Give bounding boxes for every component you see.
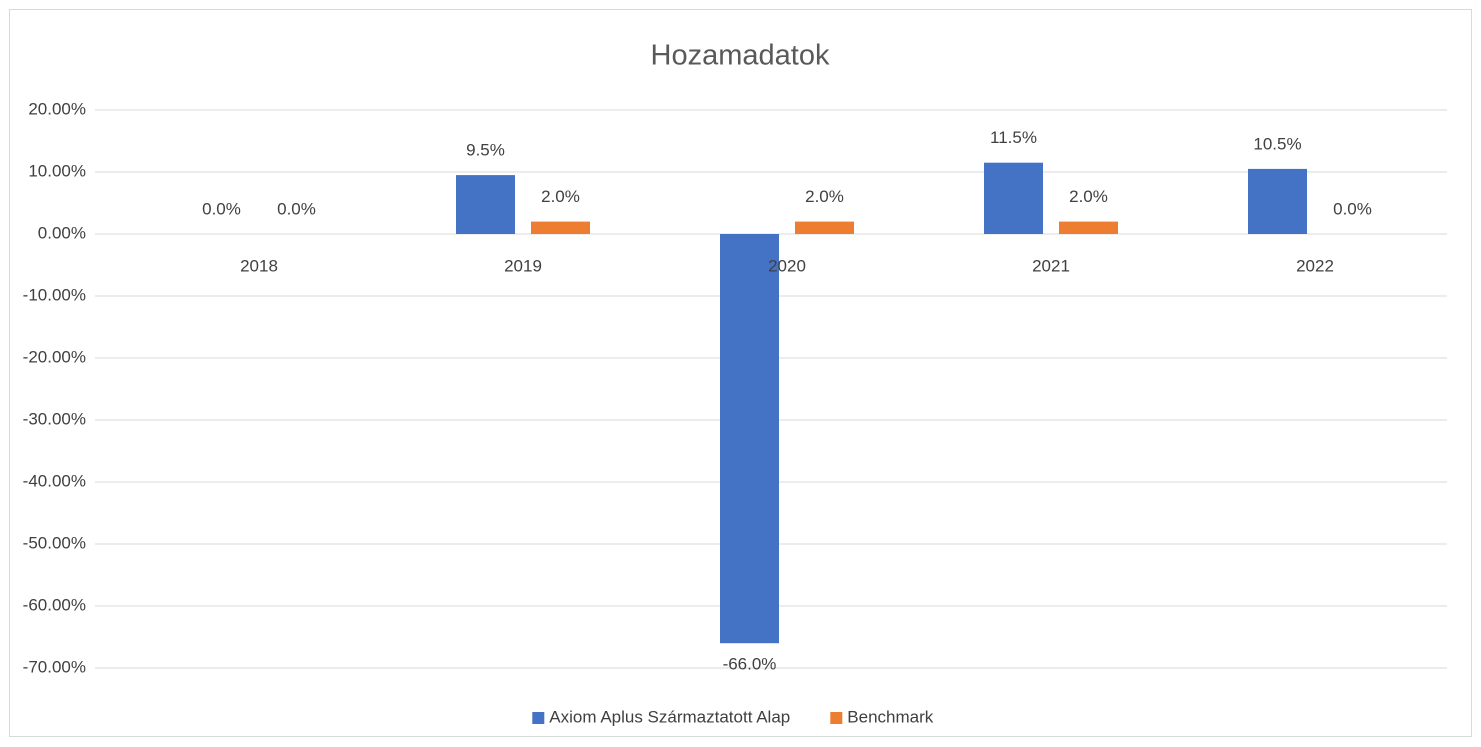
y-tick-label: 10.00% <box>28 161 86 180</box>
bar <box>795 221 854 234</box>
legend-swatch <box>532 712 545 724</box>
data-label: 9.5% <box>466 141 505 160</box>
x-tick-label: 2020 <box>768 256 806 275</box>
y-tick-label: 20.00% <box>28 99 86 118</box>
data-label: 2.0% <box>1069 187 1108 206</box>
data-label: 2.0% <box>805 187 844 206</box>
y-tick-label: -20.00% <box>23 347 86 366</box>
y-tick-label: -40.00% <box>23 471 86 490</box>
bar <box>1248 168 1307 234</box>
x-tick-label: 2021 <box>1032 256 1070 275</box>
data-label: -66.0% <box>723 655 777 674</box>
bar <box>531 221 590 234</box>
data-label: 0.0% <box>277 199 316 218</box>
x-tick-label: 2022 <box>1296 256 1334 275</box>
legend-swatch <box>830 712 843 724</box>
y-tick-label: 0.00% <box>38 223 86 242</box>
x-tick-label: 2019 <box>504 256 542 275</box>
y-tick-label: -30.00% <box>23 409 86 428</box>
data-label: 0.0% <box>1333 199 1372 218</box>
data-label: 11.5% <box>990 128 1037 147</box>
data-label: 2.0% <box>541 187 580 206</box>
chart-title: Hozamadatok <box>651 40 830 72</box>
bar <box>984 162 1043 234</box>
legend-label: Benchmark <box>847 707 933 726</box>
y-tick-label: -10.00% <box>23 285 86 304</box>
bar <box>1059 221 1118 234</box>
x-tick-label: 2018 <box>240 256 278 275</box>
bar <box>456 175 515 234</box>
data-label: 10.5% <box>1253 134 1301 153</box>
data-label: 0.0% <box>202 199 241 218</box>
y-tick-label: -50.00% <box>23 533 86 552</box>
y-tick-label: -60.00% <box>23 595 86 614</box>
legend-label: Axiom Aplus Származtatott Alap <box>549 707 790 726</box>
y-tick-label: -70.00% <box>23 657 86 676</box>
bar <box>720 234 779 644</box>
